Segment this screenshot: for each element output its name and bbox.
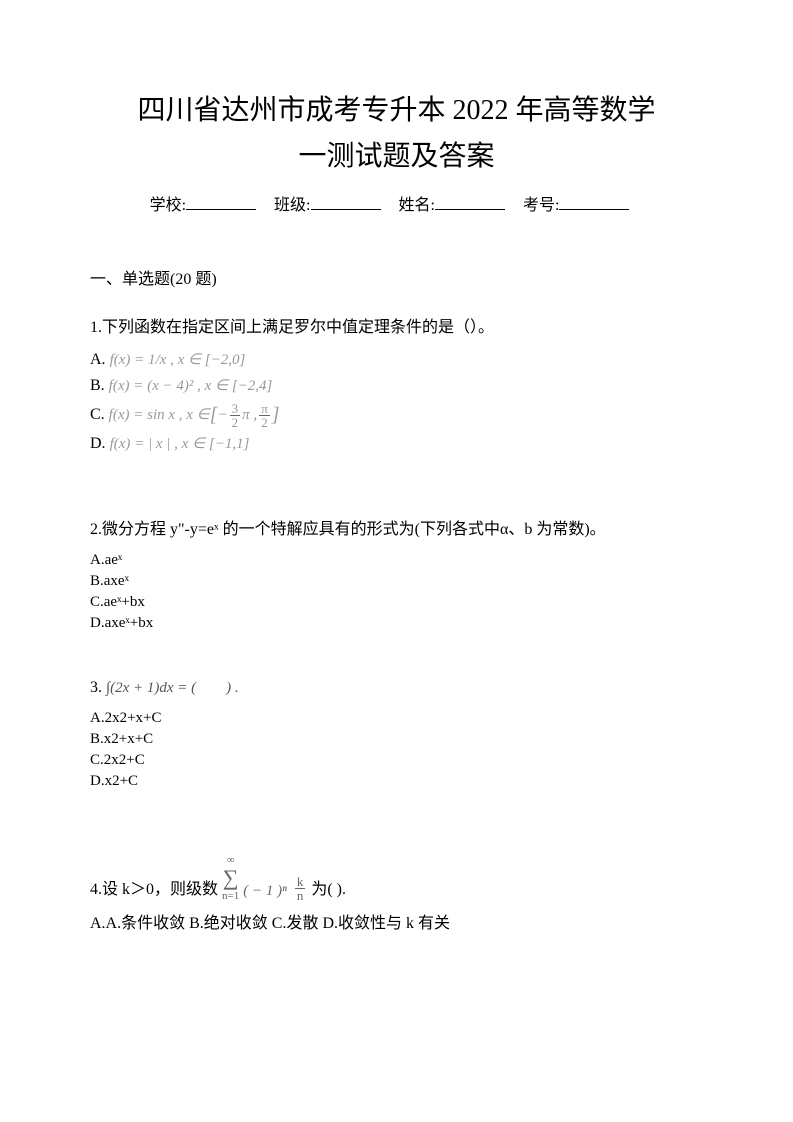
q4-frac-num: k	[295, 875, 306, 889]
q2-options: A.aeˣ B.axeˣ C.aeˣ+bx D.axeˣ+bx	[90, 550, 703, 634]
q1-c-formula-pre: f(x) = sin x , x ∈	[109, 404, 210, 427]
q1-option-d: D. f(x) = | x | , x ∈ [−1,1]	[90, 432, 703, 456]
question-3: 3. ∫(2x + 1)dx = ( ) . A.2x2+x+C B.x2+x+…	[90, 676, 703, 792]
question-4: 4.设 k＞0，则级数 ∞ ∑ n=1 ( − 1 )ⁿ k n 为( ). A…	[90, 854, 703, 936]
school-label: 学校:	[150, 197, 186, 214]
q1-b-formula: f(x) = (x − 4)² , x ∈ [−2,4]	[109, 375, 273, 398]
q4-sum: ∞ ∑ n=1	[222, 854, 239, 902]
q1-c-frac2-den: 2	[259, 416, 270, 429]
q2-text: 2.微分方程 y"-y=eˣ 的一个特解应具有的形式为(下列各式中α、b 为常数…	[90, 518, 703, 542]
q1-d-label: D.	[90, 432, 106, 456]
page-title: 四川省达州市成考专升本 2022 年高等数学	[90, 90, 703, 132]
q4-neg1n: ( − 1 )ⁿ	[243, 880, 287, 903]
q3-option-a: A.2x2+x+C	[90, 708, 703, 729]
q4-options: A.A.条件收敛 B.绝对收敛 C.发散 D.收敛性与 k 有关	[90, 912, 703, 936]
q3-formula: ∫(2x + 1)dx = ( ) .	[106, 680, 239, 696]
q4-frac: k n	[295, 875, 306, 902]
question-1: 1.下列函数在指定区间上满足罗尔中值定理条件的是（）。 A. f(x) = 1/…	[90, 316, 703, 456]
q1-c-frac1-den: 2	[230, 416, 241, 429]
q4-text-line: 4.设 k＞0，则级数 ∞ ∑ n=1 ( − 1 )ⁿ k n 为( ).	[90, 854, 703, 902]
examno-blank	[559, 209, 629, 210]
class-blank	[311, 209, 381, 210]
q1-option-a: A. f(x) = 1/x , x ∈ [−2,0]	[90, 348, 703, 372]
q1-c-rbracket: ]	[272, 400, 280, 430]
q1-a-formula: f(x) = 1/x , x ∈ [−2,0]	[110, 349, 246, 372]
question-2: 2.微分方程 y"-y=eˣ 的一个特解应具有的形式为(下列各式中α、b 为常数…	[90, 518, 703, 634]
q2-option-d: D.axeˣ+bx	[90, 613, 703, 634]
q1-b-label: B.	[90, 374, 105, 398]
q1-text: 1.下列函数在指定区间上满足罗尔中值定理条件的是（）。	[90, 316, 703, 340]
q3-option-c: C.2x2+C	[90, 750, 703, 771]
page-subtitle: 一测试题及答案	[90, 136, 703, 178]
q1-c-neg: −	[218, 404, 228, 427]
q2-option-c: C.aeˣ+bx	[90, 592, 703, 613]
sigma-icon: ∑	[222, 866, 239, 890]
q2-option-a: A.aeˣ	[90, 550, 703, 571]
q1-c-pi1: π ,	[242, 404, 257, 427]
q4-frac-den: n	[295, 889, 306, 902]
name-blank	[435, 209, 505, 210]
q3-line: 3. ∫(2x + 1)dx = ( ) .	[90, 676, 703, 700]
q4-suffix: 为( ).	[311, 878, 346, 902]
q1-d-formula: f(x) = | x | , x ∈ [−1,1]	[110, 433, 250, 456]
q3-option-d: D.x2+C	[90, 771, 703, 792]
q1-c-frac2-num: π	[259, 402, 270, 416]
q1-c-lbracket: [	[210, 400, 218, 430]
name-label: 姓名:	[399, 197, 435, 214]
q3-options: A.2x2+x+C B.x2+x+C C.2x2+C D.x2+C	[90, 708, 703, 792]
q2-option-b: B.axeˣ	[90, 571, 703, 592]
q3-num: 3.	[90, 679, 102, 696]
school-blank	[186, 209, 256, 210]
q1-option-b: B. f(x) = (x − 4)² , x ∈ [−2,4]	[90, 374, 703, 398]
q3-option-b: B.x2+x+C	[90, 729, 703, 750]
q1-a-label: A.	[90, 348, 106, 372]
q4-prefix: 4.设 k＞0，则级数	[90, 878, 218, 902]
q4-sum-bottom: n=1	[222, 890, 239, 902]
examno-label: 考号:	[523, 197, 559, 214]
q1-option-c: C. f(x) = sin x , x ∈ [ − 3 2 π , π 2 ]	[90, 400, 703, 430]
q1-c-label: C.	[90, 403, 105, 427]
q1-c-frac1: 3 2	[230, 402, 241, 429]
q1-c-frac2: π 2	[259, 402, 270, 429]
class-label: 班级:	[274, 197, 310, 214]
section-header: 一、单选题(20 题)	[90, 268, 703, 292]
q1-c-frac1-num: 3	[230, 402, 241, 416]
info-row: 学校: 班级: 姓名: 考号:	[90, 194, 703, 218]
